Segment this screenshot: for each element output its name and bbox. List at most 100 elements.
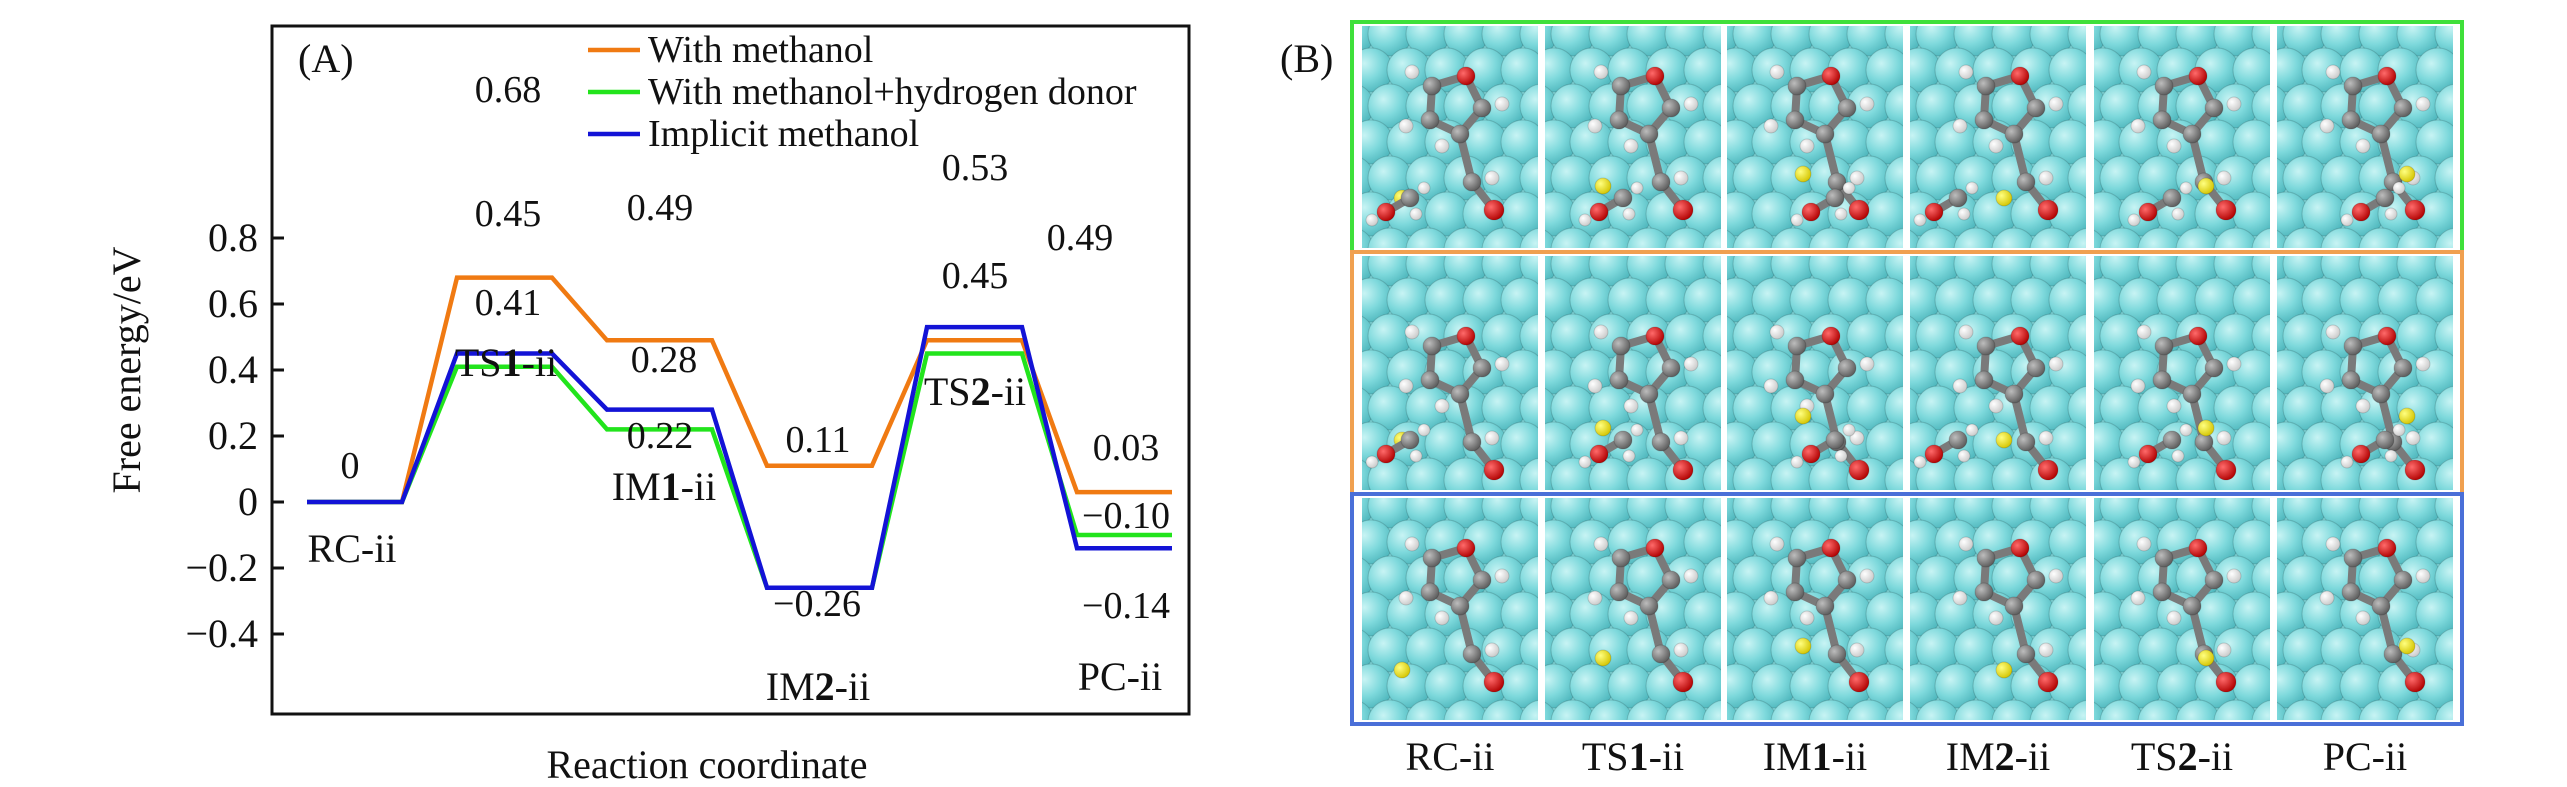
- atom: [2215, 671, 2237, 693]
- atom: [1859, 568, 1875, 584]
- atom: [2004, 596, 2024, 616]
- atom: [1405, 227, 1451, 248]
- atom: [1550, 699, 1596, 720]
- atom: [1884, 83, 1903, 129]
- atom: [2251, 256, 2270, 287]
- atom: [1639, 596, 1659, 616]
- atom: [1702, 627, 1721, 673]
- atom: [2415, 47, 2453, 93]
- series-line-2: [307, 351, 1172, 591]
- atom: [1913, 213, 1927, 227]
- atom: [2204, 358, 2224, 378]
- atom: [1623, 610, 1639, 626]
- atom: [1578, 455, 1592, 469]
- atom: [1626, 699, 1672, 720]
- atom: [1594, 177, 1612, 195]
- atom: [2226, 96, 2242, 112]
- atom: [2358, 227, 2404, 248]
- atom: [1589, 202, 1609, 222]
- atom: [2355, 610, 2371, 626]
- atom: [1815, 124, 1835, 144]
- atom: [2037, 199, 2059, 221]
- atom: [2182, 596, 2202, 616]
- atom: [2029, 699, 2075, 720]
- atom: [1884, 699, 1903, 720]
- atom: [2232, 277, 2270, 323]
- atom: [2204, 98, 2224, 118]
- atom: [2215, 199, 2237, 221]
- atom: [1398, 118, 1414, 134]
- atom: [1683, 568, 1699, 584]
- atom: [1519, 498, 1538, 529]
- atom: [2010, 66, 2030, 86]
- atom: [2393, 570, 2413, 590]
- atom: [2340, 455, 2354, 469]
- atom: [2154, 76, 2174, 96]
- atom: [2375, 188, 2395, 208]
- structure-image: [1910, 498, 2086, 720]
- atom: [1611, 336, 1631, 356]
- atom: [1594, 419, 1612, 437]
- atom: [1683, 277, 1721, 323]
- atom: [1651, 432, 1671, 452]
- atom: [2010, 326, 2030, 346]
- atom: [1450, 596, 1470, 616]
- atom: [1405, 699, 1451, 720]
- atom: [2232, 591, 2270, 637]
- atom: [1483, 199, 1505, 221]
- structure-column-labels: RC-ii TS1-ii IM1-ii IM2-ii TS2-ii PC-ii: [1406, 734, 2408, 779]
- atom: [1613, 188, 1633, 208]
- atom: [2371, 384, 2391, 404]
- atom: [1763, 118, 1779, 134]
- atom: [1865, 349, 1903, 395]
- atom: [2415, 119, 2453, 165]
- atom: [1609, 582, 1629, 602]
- structure-image: [1727, 256, 1903, 490]
- atom: [2067, 155, 2086, 201]
- atom: [2232, 349, 2270, 395]
- structure-image: [1545, 498, 1721, 720]
- atom: [2319, 118, 2335, 134]
- y-tick-label: −0.4: [185, 611, 258, 656]
- atom: [2216, 430, 2232, 446]
- atom: [1588, 227, 1634, 248]
- atom: [1519, 385, 1538, 431]
- atom: [1884, 155, 1903, 201]
- atom: [1965, 181, 1979, 195]
- atom: [1661, 570, 1681, 590]
- atom: [1500, 119, 1538, 165]
- atom: [1664, 227, 1710, 248]
- atom: [2351, 202, 2371, 222]
- atom: [2029, 227, 2075, 248]
- atom: [2048, 47, 2086, 93]
- atom: [2398, 407, 2416, 425]
- atom: [1645, 538, 1665, 558]
- atom: [2251, 155, 2270, 201]
- atom: [1732, 699, 1778, 720]
- energy-profile-chart: 0.8 0.6 0.4 0.2 0 −0.2 −0.4 (A) Reaction coord…: [104, 24, 1191, 787]
- atom: [1769, 536, 1785, 552]
- atom: [2048, 591, 2086, 637]
- atom: [1500, 349, 1538, 395]
- atom: [1494, 96, 1510, 112]
- state-label: IM1-ii: [612, 464, 716, 509]
- atom: [1434, 610, 1450, 626]
- atom: [1450, 384, 1470, 404]
- atom: [2415, 277, 2453, 323]
- atom: [2038, 170, 2054, 186]
- atom: [1995, 189, 2013, 207]
- structure-image: [1362, 498, 1538, 720]
- atom: [1974, 110, 1994, 130]
- atom: [1702, 699, 1721, 720]
- atom: [1702, 457, 1721, 490]
- atom: [2415, 568, 2431, 584]
- atom: [2325, 64, 2341, 80]
- data-label: 0.45: [942, 255, 1009, 297]
- atom: [1456, 538, 1476, 558]
- atom: [2434, 227, 2453, 248]
- data-label: 0.45: [475, 193, 542, 235]
- atom: [1702, 26, 1721, 57]
- atom: [2393, 358, 2413, 378]
